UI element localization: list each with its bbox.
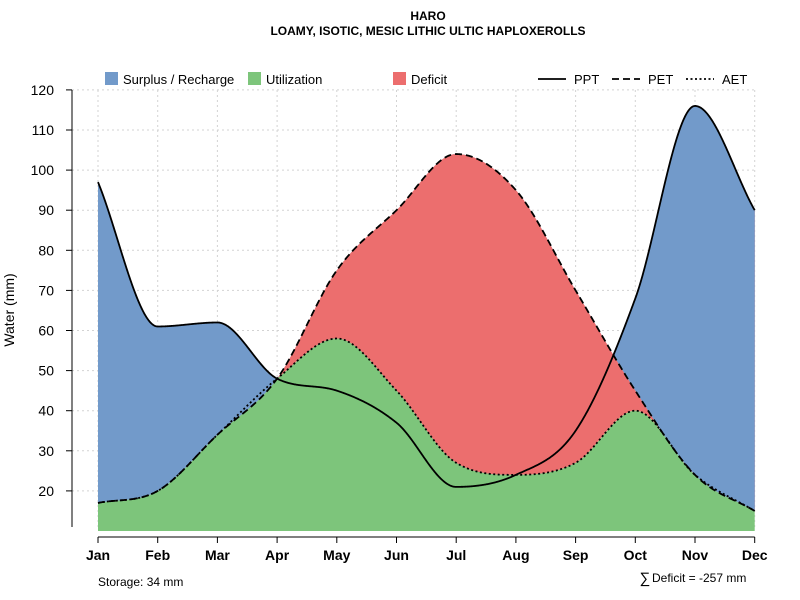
legend-label-ppt: PPT [574, 72, 599, 87]
y-tick-label: 110 [32, 122, 55, 138]
x-tick-label-jan: Jan [86, 547, 110, 563]
y-tick-label: 50 [38, 363, 54, 379]
x-tick-label-feb: Feb [145, 547, 170, 563]
y-axis-label: Water (mm) [1, 273, 17, 346]
y-tick-label: 120 [31, 82, 55, 98]
series-line-ppt [97, 105, 756, 488]
legend-swatch-deficit [393, 72, 406, 85]
y-tick-label: 80 [38, 242, 54, 258]
y-tick-label: 90 [38, 202, 54, 218]
chart-subtitle: LOAMY, ISOTIC, MESIC LITHIC ULTIC HAPLOX… [270, 24, 585, 38]
legend-swatch-surplus-recharge [105, 72, 118, 85]
legend-label-pet: PET [648, 72, 673, 87]
surplus-area [98, 105, 755, 511]
y-tick-label: 70 [38, 282, 54, 298]
x-tick-label-mar: Mar [205, 547, 230, 563]
deficit-annotation: Deficit = -257 mm [652, 571, 746, 585]
x-tick-label-nov: Nov [682, 547, 709, 563]
series-lines [97, 105, 756, 512]
storage-annotation: Storage: 34 mm [98, 575, 183, 589]
legend-label-utilization: Utilization [266, 72, 322, 87]
x-tick-label-aug: Aug [502, 547, 529, 563]
deficit-area [98, 105, 755, 511]
y-tick-label: 60 [38, 323, 54, 339]
legend: Surplus / Recharge Utilization Deficit PPT P… [105, 72, 747, 87]
x-tick-label-apr: Apr [265, 547, 290, 563]
chart-title: HARO [410, 9, 445, 23]
x-tick-label-dec: Dec [742, 547, 768, 563]
legend-label-surplus-recharge: Surplus / Recharge [123, 72, 234, 87]
legend-label-deficit: Deficit [411, 72, 448, 87]
y-tick-label: 100 [31, 162, 55, 178]
fill-areas [98, 105, 755, 531]
x-tick-label-jun: Jun [384, 547, 409, 563]
y-tick-label: 30 [38, 443, 54, 459]
legend-swatch-utilization [248, 72, 261, 85]
y-tick-label: 20 [38, 483, 54, 499]
axes: 20 30 40 50 60 70 80 90 100 110 120 Jan Feb Mar Apr May… [31, 82, 768, 563]
utilization-area [98, 338, 755, 531]
series-line-pet [97, 153, 756, 512]
x-tick-label-jul: Jul [446, 547, 466, 563]
series-line-aet [97, 337, 756, 512]
x-tick-label-may: May [323, 547, 350, 563]
legend-label-aet: AET [722, 72, 747, 87]
y-tick-label: 40 [38, 403, 54, 419]
x-tick-label-oct: Oct [624, 547, 648, 563]
x-tick-label-sep: Sep [563, 547, 589, 563]
deficit-sum-icon: ∑ [640, 570, 651, 587]
